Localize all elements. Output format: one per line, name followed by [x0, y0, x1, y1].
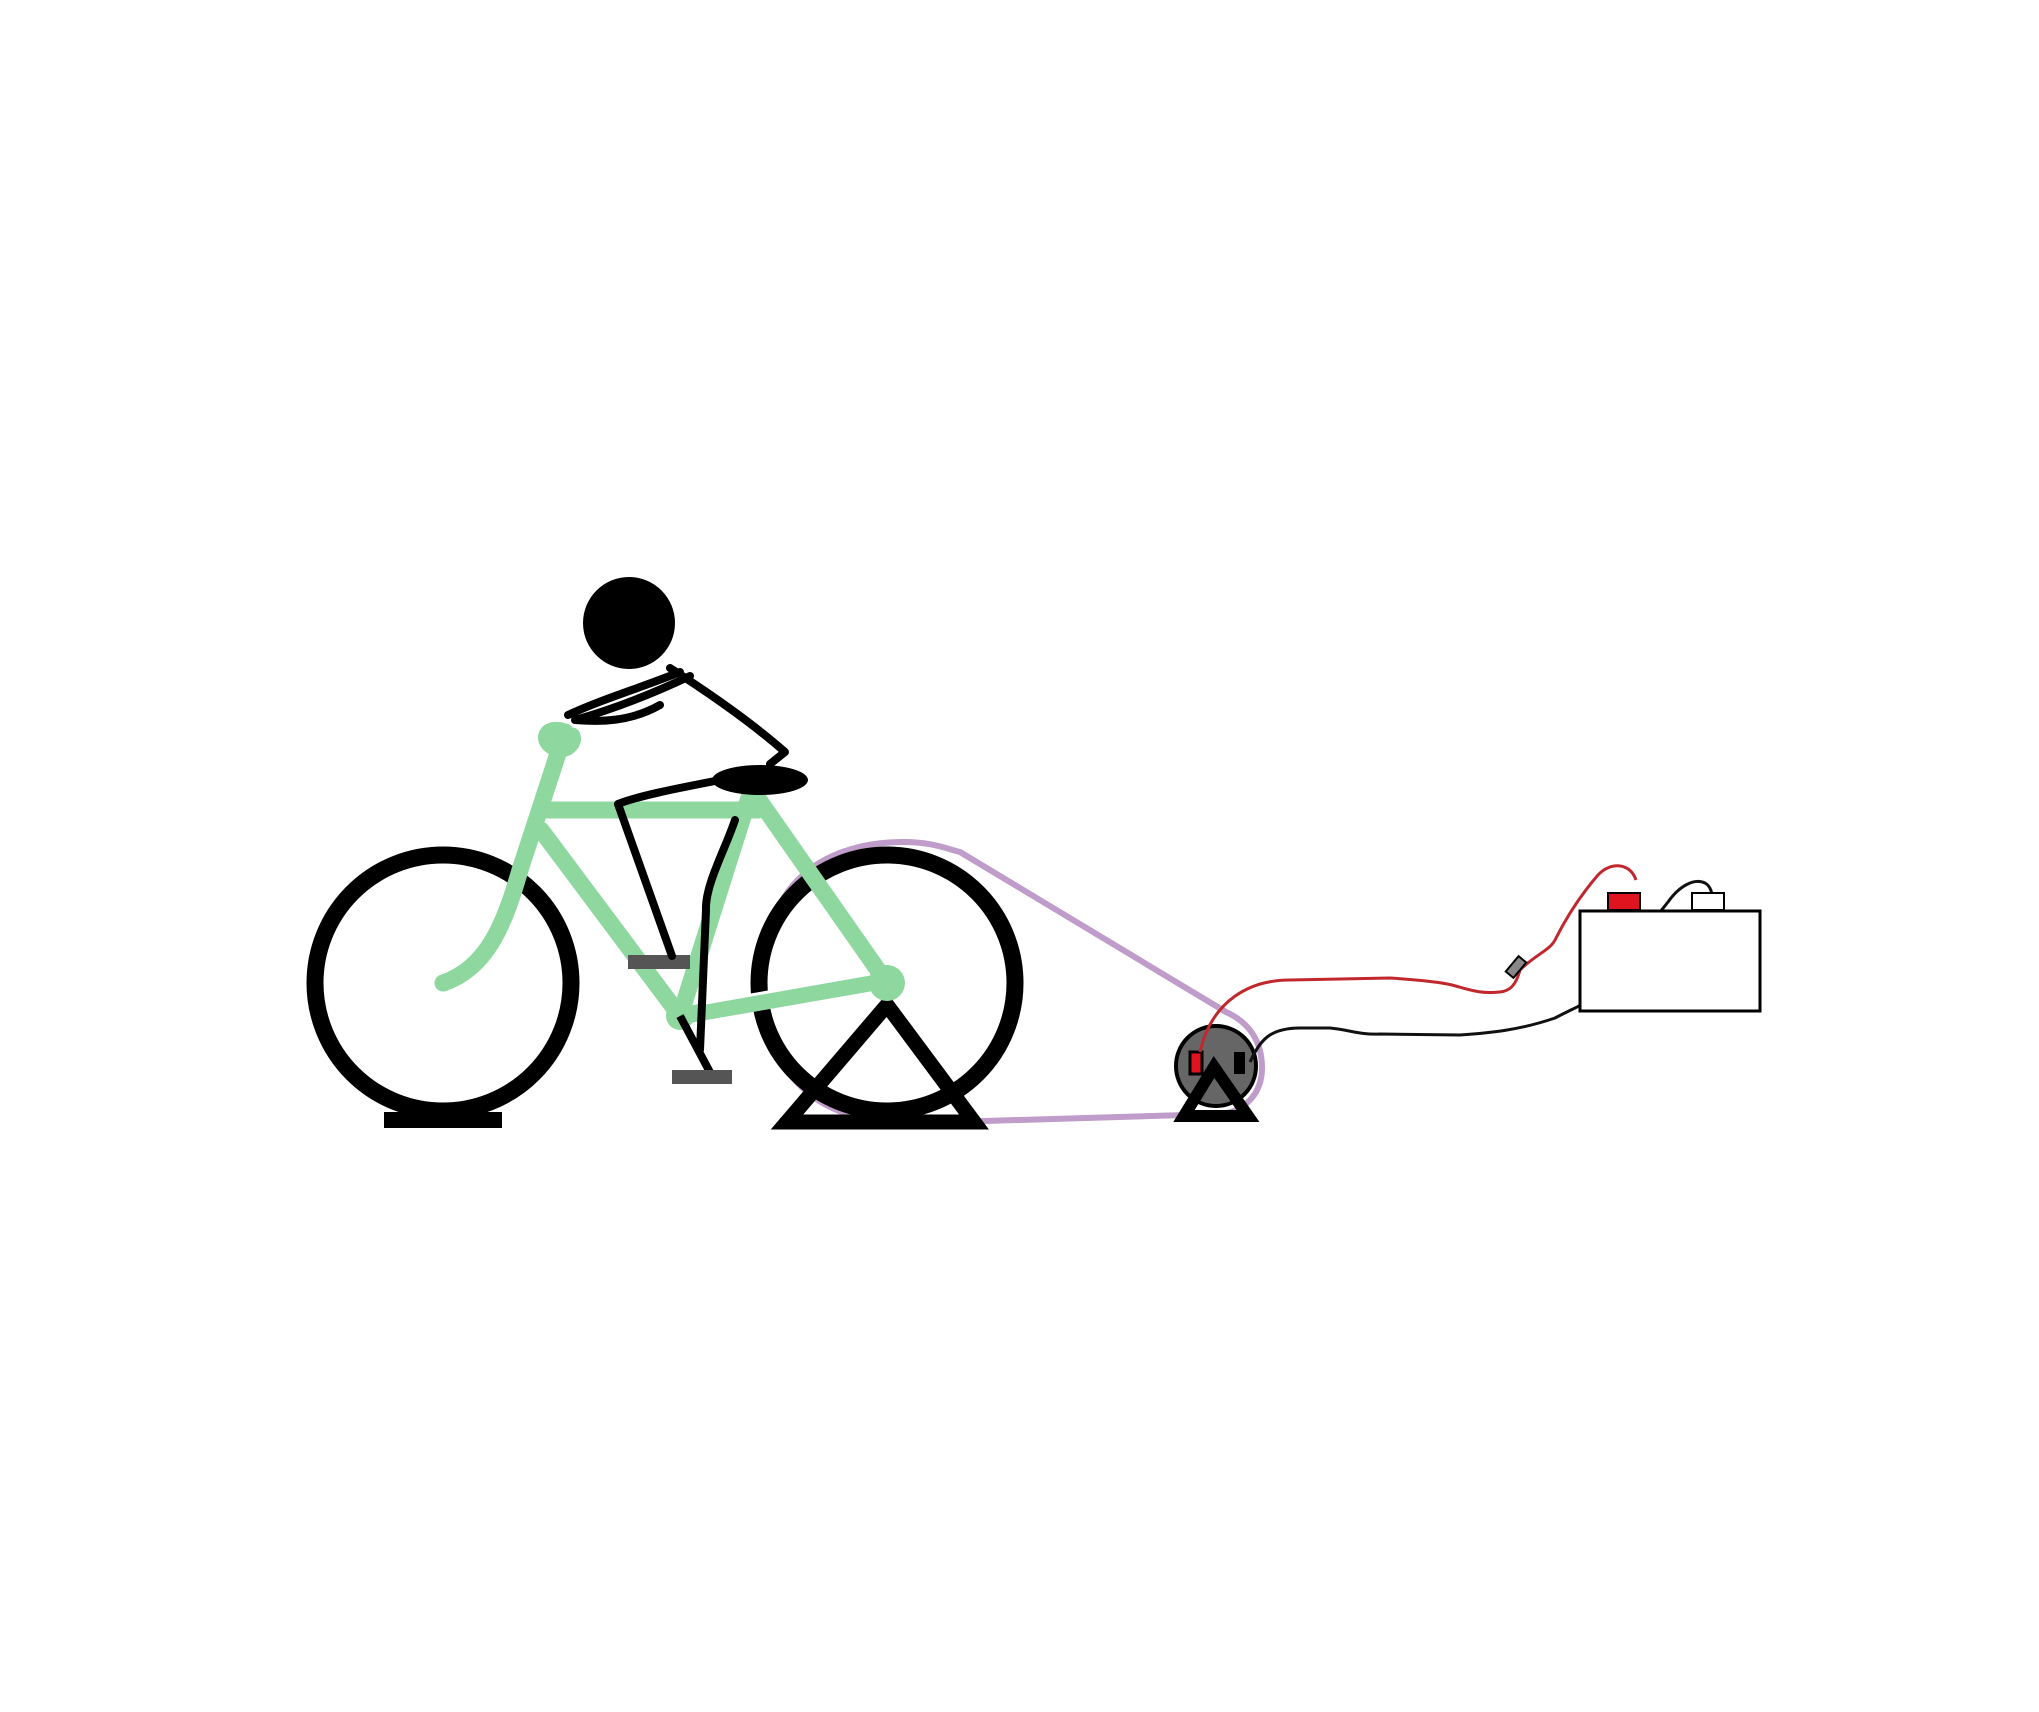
bicycle: [434, 721, 905, 1084]
front-wheel: [306, 846, 580, 1120]
generator-terminal-negative: [1234, 1052, 1245, 1074]
diode: [1504, 954, 1528, 980]
wheels: [306, 846, 1024, 1128]
seat-stay: [743, 781, 896, 992]
rider-upper-arm: [564, 668, 684, 719]
battery: [1578, 892, 1762, 1013]
rider-arm: [571, 672, 694, 725]
battery-terminal-positive: [1607, 892, 1641, 911]
handlebar-stem: [538, 721, 581, 758]
battery-body: [1578, 909, 1762, 1013]
generator-stand-base: [1180, 1112, 1252, 1122]
rider: [564, 577, 789, 1054]
down-tube: [532, 821, 689, 1025]
rider-head: [583, 577, 675, 669]
rear-wheel-stand: [770, 992, 989, 1130]
rider-leg-back: [696, 816, 739, 1054]
positive-wire: [1198, 864, 1638, 1053]
rider-thigh-front: [614, 776, 724, 960]
battery-terminal-negative: [1691, 892, 1725, 911]
seat-tube: [671, 779, 761, 1025]
front-wheel-block: [384, 1112, 502, 1128]
pedal-front: [628, 955, 690, 969]
chain-stay: [671, 971, 896, 1025]
pedal-back: [672, 1070, 732, 1084]
rear-wheel: [750, 846, 1024, 1120]
fork: [434, 723, 574, 992]
chain-stay-inner: [699, 972, 871, 1006]
generator-terminal-positive: [1188, 1050, 1204, 1076]
generator-stand: [1173, 1056, 1260, 1122]
crank-arm: [676, 1014, 716, 1078]
rear-hub: [869, 965, 905, 1001]
seat: [712, 765, 808, 795]
rear-stand-base: [780, 1118, 978, 1129]
